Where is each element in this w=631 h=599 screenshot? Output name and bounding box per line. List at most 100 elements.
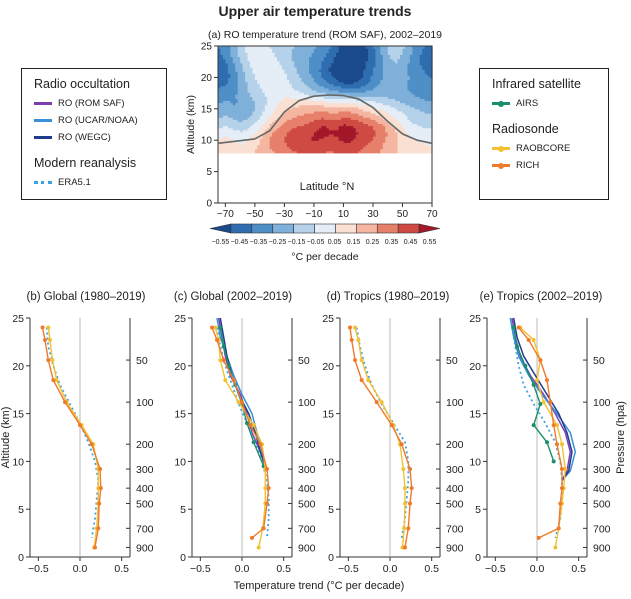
heatmap-cell (350, 48, 354, 51)
heatmap-cell (380, 79, 384, 83)
heatmap-cell (340, 115, 345, 118)
heatmap-cell (404, 96, 409, 99)
heatmap-cell (358, 150, 362, 154)
heatmap-cell (240, 89, 244, 93)
heatmap-cell (350, 89, 354, 93)
heatmap-cell (301, 129, 305, 133)
heatmap-cell (385, 142, 389, 145)
heatmap-cell (390, 71, 394, 74)
heatmap-cell (225, 136, 229, 139)
heatmap-cell (331, 144, 335, 148)
heatmap-cell (353, 106, 357, 110)
heatmap-cell (338, 64, 342, 68)
heatmap-cell (377, 46, 381, 49)
heatmap-cell (390, 127, 394, 131)
heatmap-cell (370, 46, 374, 49)
heatmap-cell (299, 77, 303, 81)
heatmap-cell (264, 102, 268, 106)
heatmap-cell (404, 119, 409, 122)
heatmap-cell (252, 89, 256, 93)
heatmap-cell (304, 96, 308, 99)
heatmap-cell (345, 123, 349, 127)
heatmap-cell (286, 56, 290, 60)
heatmap-cell (387, 138, 391, 141)
heatmap-cell (360, 129, 364, 133)
heatmap-cell (299, 54, 303, 58)
heatmap-cell (218, 77, 222, 81)
heatmap-cell (279, 127, 283, 131)
heatmap-cell (277, 56, 281, 60)
heatmap-cell (220, 77, 224, 81)
heatmap-cell (316, 69, 320, 72)
heatmap-cell (377, 92, 381, 95)
heatmap-cell (400, 89, 404, 93)
heatmap-cell (400, 150, 404, 154)
pressure-tick-label: 700 (298, 523, 316, 535)
heatmap-cell (409, 81, 413, 85)
heatmap-cell (311, 48, 315, 51)
heatmap-cell (343, 121, 347, 125)
heatmap-cell (235, 131, 239, 135)
heatmap-cell (220, 140, 224, 143)
heatmap-cell (220, 46, 224, 49)
heatmap-cell (419, 64, 423, 68)
heatmap-cell (286, 133, 290, 137)
heatmap-cell (350, 133, 354, 137)
heatmap-cell (368, 144, 372, 148)
heatmap-title: (a) RO temperature trend (ROM SAF), 2002… (208, 29, 442, 41)
heatmap-cell (407, 92, 411, 95)
heatmap-cell (402, 89, 406, 93)
heatmap-cell (299, 83, 303, 87)
heatmap-cell (264, 144, 268, 148)
series-point (210, 325, 214, 330)
heatmap-cell (333, 148, 337, 152)
heatmap-cell (316, 81, 320, 85)
heatmap-cell (368, 69, 372, 72)
pressure-tick-label: 500 (136, 498, 154, 510)
heatmap-cell (343, 73, 347, 76)
heatmap-cell (321, 79, 325, 83)
heatmap-cell (284, 150, 288, 154)
heatmap-cell (306, 92, 310, 95)
heatmap-cell (279, 100, 283, 104)
heatmap-cell (299, 140, 303, 143)
heatmap-cell (279, 83, 283, 87)
heatmap-cell (267, 58, 271, 62)
heatmap-cell (286, 46, 290, 49)
heatmap-cell (360, 110, 364, 114)
heatmap-cell (232, 87, 236, 91)
heatmap-cell (304, 46, 308, 49)
heatmap-cell (249, 142, 254, 145)
trend-xlabel: Temperature trend (°C per decade) (234, 580, 405, 592)
heatmap-cell (237, 121, 241, 125)
heatmap-cell (291, 56, 295, 60)
heatmap-cell (309, 119, 313, 122)
heatmap-cell (235, 81, 239, 85)
heatmap-cell (385, 89, 389, 93)
heatmap-cell (328, 144, 332, 148)
heatmap-cell (254, 64, 258, 68)
heatmap-cell (286, 62, 290, 66)
heatmap-cell (365, 138, 369, 141)
heatmap-cell (402, 104, 406, 108)
heatmap-cell (424, 48, 428, 51)
heatmap-cell (281, 64, 286, 68)
heatmap-cell (222, 131, 226, 135)
heatmap-cell (242, 56, 246, 60)
heatmap-cell (323, 98, 327, 102)
heatmap-cell (225, 85, 229, 89)
heatmap-cell (414, 108, 418, 112)
heatmap-cell (368, 117, 372, 120)
heatmap-cell (372, 131, 377, 135)
heatmap-cell (375, 48, 379, 51)
heatmap-cell (363, 69, 367, 72)
heatmap-cell (380, 83, 384, 87)
heatmap-cell (365, 140, 369, 143)
heatmap-cell (272, 69, 276, 72)
heatmap-cell (360, 123, 364, 127)
heatmap-cell (326, 75, 330, 78)
heatmap-cell (222, 73, 226, 76)
heatmap-cell (404, 89, 409, 93)
heatmap-cell (249, 131, 254, 135)
heatmap-cell (392, 73, 396, 76)
